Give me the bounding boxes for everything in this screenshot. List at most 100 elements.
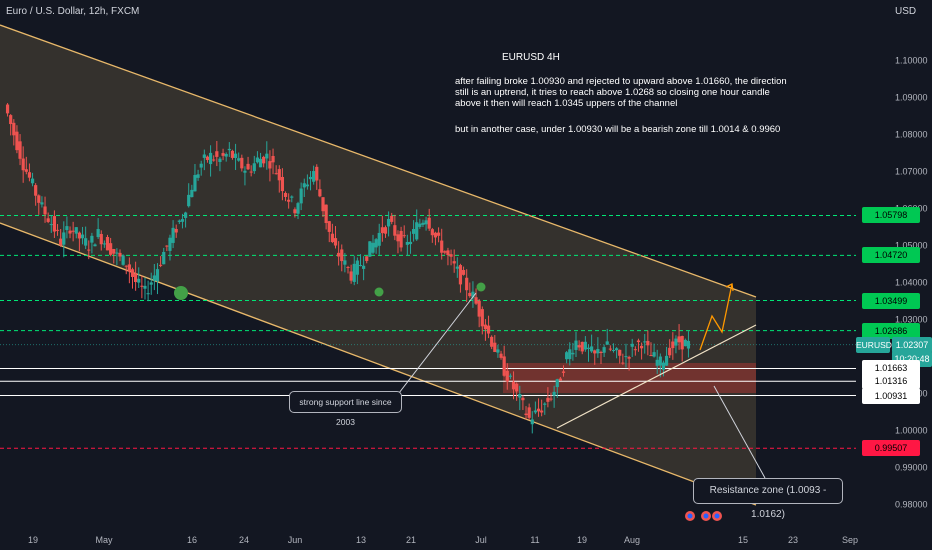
candle-body xyxy=(658,356,662,366)
y-tick-label: 1.05000 xyxy=(895,241,928,251)
candle-body xyxy=(271,155,275,163)
candle-body xyxy=(183,212,188,218)
candle-body xyxy=(193,175,197,192)
candle-body xyxy=(62,232,66,245)
symbol-title[interactable]: Euro / U.S. Dollar, 12h, FXCM xyxy=(6,6,140,17)
annotation-title: EURUSD 4H xyxy=(502,52,560,63)
candle-body xyxy=(393,225,397,236)
candle-body xyxy=(483,324,488,330)
candle-body xyxy=(155,269,160,282)
candle-body xyxy=(96,229,100,238)
candle-body xyxy=(602,347,606,353)
candle-body xyxy=(433,232,438,238)
candle-body xyxy=(611,349,616,351)
candle-body xyxy=(115,252,119,254)
candle-body xyxy=(134,273,138,283)
candle-body xyxy=(15,131,19,151)
candle-body xyxy=(605,341,609,345)
x-tick-label: 15 xyxy=(738,535,748,545)
candle-body xyxy=(187,194,191,207)
candle-body xyxy=(390,215,394,222)
candle-body xyxy=(362,265,366,269)
candle-body xyxy=(274,173,278,175)
candle-body xyxy=(583,341,587,350)
candle-body xyxy=(109,243,113,255)
x-tick-label: 16 xyxy=(187,535,197,545)
candle-body xyxy=(159,264,163,266)
candle-body xyxy=(608,348,612,350)
candle-body xyxy=(471,291,475,298)
candle-body xyxy=(449,254,453,257)
candle-body xyxy=(102,243,106,245)
candle-body xyxy=(165,245,169,247)
candle-body xyxy=(652,352,656,357)
candle-body xyxy=(230,150,235,158)
candle-body xyxy=(296,203,300,214)
candle-body xyxy=(518,394,522,398)
candle-body xyxy=(661,362,666,370)
candle-body xyxy=(30,178,35,184)
candle-body xyxy=(396,234,400,242)
price-tag: 1.01663 xyxy=(862,360,920,377)
candle-body xyxy=(262,156,266,164)
candle-body xyxy=(511,381,516,390)
support-callout[interactable]: strong support line since 2003 xyxy=(289,391,402,427)
x-tick-label: 11 xyxy=(530,535,539,545)
y-tick-label: 1.07000 xyxy=(895,167,928,177)
candle-body xyxy=(130,269,135,277)
candle-body xyxy=(674,338,678,346)
candle-body xyxy=(624,356,628,358)
candle-body xyxy=(330,233,334,243)
candle-body xyxy=(380,227,384,234)
candle-body xyxy=(555,379,559,388)
candle-body xyxy=(633,349,637,351)
candle-body xyxy=(287,199,291,202)
candle-body xyxy=(440,240,444,253)
candle-body xyxy=(465,277,469,291)
candle-body xyxy=(84,238,88,246)
candle-body xyxy=(558,378,562,381)
y-tick-label: 1.04000 xyxy=(895,278,928,288)
candle-body xyxy=(255,157,260,163)
candle-body xyxy=(596,349,600,354)
candle-body xyxy=(621,362,625,364)
candle-body xyxy=(468,292,472,297)
candle-body xyxy=(49,224,53,226)
candle-body xyxy=(411,229,416,234)
candle-body xyxy=(552,391,556,396)
candle-body xyxy=(536,408,541,412)
candle-body xyxy=(590,346,594,352)
candle-body xyxy=(421,222,425,225)
annotation-line-2: still is an uptrend, it tries to reach a… xyxy=(455,87,770,98)
candle-body xyxy=(137,278,141,283)
candle-body xyxy=(162,251,166,265)
candle-body xyxy=(124,265,128,267)
candle-body xyxy=(246,163,250,170)
candle-body xyxy=(18,141,22,159)
x-tick-label: Jul xyxy=(475,535,487,545)
candle-body xyxy=(199,163,203,168)
candle-body xyxy=(283,193,288,197)
candle-body xyxy=(265,153,269,159)
price-tag: 0.99507 xyxy=(862,440,920,457)
candle-body xyxy=(315,166,319,181)
candle-body xyxy=(337,252,341,257)
candle-body xyxy=(402,235,406,237)
resistance-callout[interactable]: Resistance zone (1.0093 - 1.0162) xyxy=(693,478,843,520)
candle-body xyxy=(383,227,388,234)
candle-body xyxy=(258,158,263,168)
symbol-price-tag: EURUSD xyxy=(856,336,892,353)
resistance-callout-connector xyxy=(713,385,766,479)
candle-body xyxy=(515,383,519,392)
price-tag: 1.02686 xyxy=(862,322,920,339)
price-tag: 1.01316 xyxy=(862,373,920,390)
candle-body xyxy=(174,229,178,233)
candle-body xyxy=(171,227,175,243)
candle-body xyxy=(118,252,122,257)
candle-body xyxy=(415,222,419,240)
candle-body xyxy=(318,189,322,197)
y-tick-label: 1.09000 xyxy=(895,93,928,103)
